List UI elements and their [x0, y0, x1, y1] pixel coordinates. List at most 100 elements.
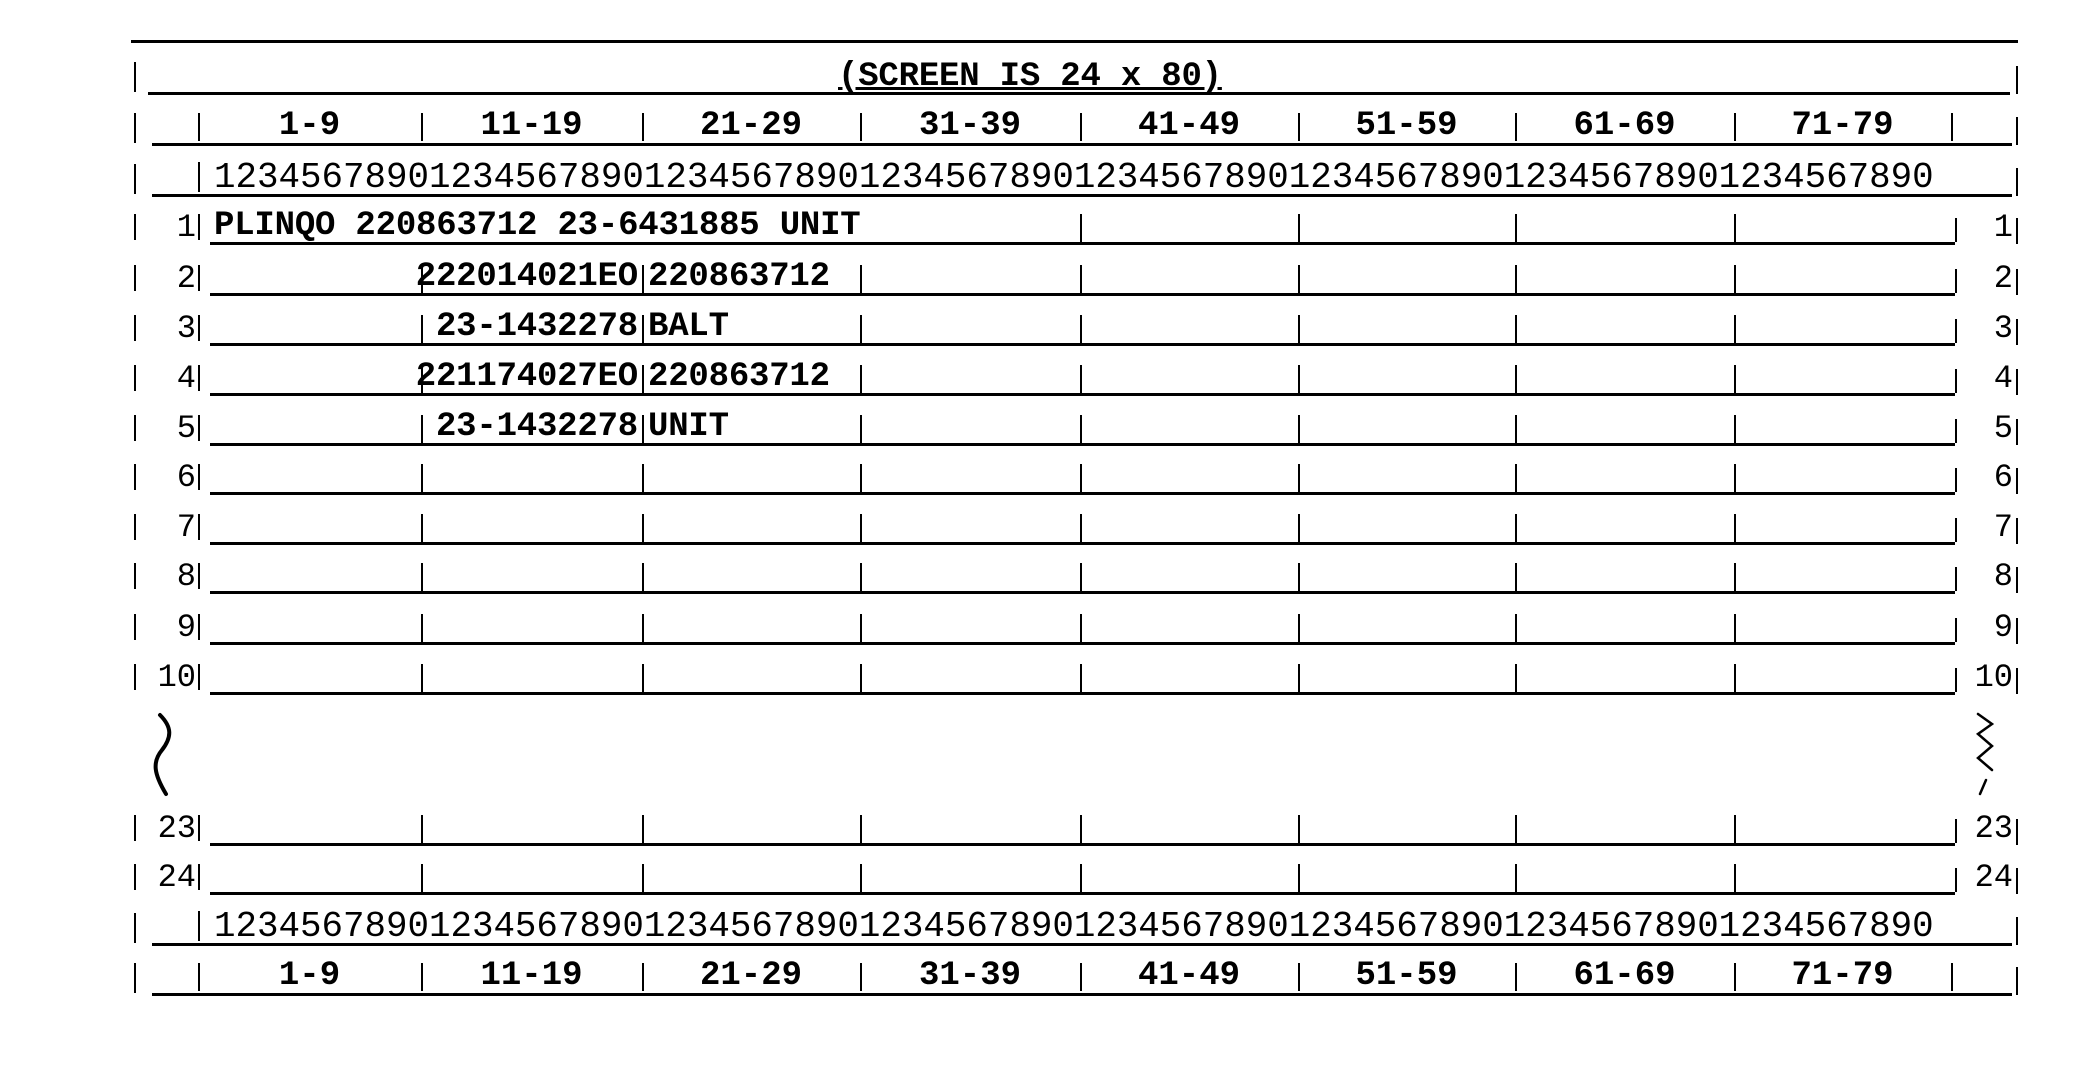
row-left-separator: [198, 265, 200, 291]
top-column-range-header-label-21-29: 21-29: [699, 107, 803, 145]
bottom-column-range-header-label-71-79: 71-79: [1791, 957, 1894, 995]
row-column-separator: [642, 415, 644, 443]
row-2-field: 222014021EO: [415, 258, 638, 296]
row-6-underline: [210, 492, 1955, 495]
top-column-range-header-label-41-49: 41-49: [1137, 107, 1241, 145]
row-column-separator: [1080, 365, 1082, 393]
row-column-separator: [1515, 214, 1517, 242]
row-column-separator: [642, 265, 644, 293]
row-number-left: 6: [176, 459, 196, 496]
row-column-separator: [1298, 815, 1300, 843]
row-column-separator: [642, 464, 644, 492]
row-left-border: [134, 514, 136, 540]
bottom-column-ruler-underline: [152, 943, 2012, 946]
bottom-column-range-header-label-51-59: 51-59: [1355, 957, 1458, 995]
row-column-separator: [421, 365, 423, 393]
top-column-range-header-label-11-19: 11-19: [480, 107, 583, 145]
bottom-column-ruler: 1234567890123456789012345678901234567890…: [214, 906, 1934, 947]
top-column-range-header-right-border: [2016, 117, 2018, 145]
row-column-separator: [1734, 614, 1736, 642]
top-column-range-header-label-71-79: 71-79: [1791, 107, 1894, 145]
row-left-border: [134, 415, 136, 441]
bottom-column-range-header-underline: [152, 993, 2012, 996]
row-column-separator: [1298, 864, 1300, 892]
row-column-separator: [860, 614, 862, 642]
row-column-separator: [1734, 864, 1736, 892]
row-number-right: 1: [1993, 209, 2013, 246]
row-right-separator: [1955, 668, 1957, 692]
row-column-separator: [1080, 563, 1082, 591]
row-column-separator: [1298, 315, 1300, 343]
row-column-separator: [860, 815, 862, 843]
row-column-separator: [421, 265, 423, 293]
row-right-separator: [1955, 868, 1957, 892]
row-left-separator: [198, 563, 200, 589]
row-left-border: [134, 365, 136, 391]
row-right-border: [2016, 468, 2018, 494]
row-number-right: 23: [1974, 810, 2013, 847]
row-8-underline: [210, 591, 1955, 594]
row-2-field: 220863712: [648, 258, 830, 296]
top-column-range-header-separator: [860, 113, 862, 141]
row-number-left: 1: [176, 209, 196, 246]
row-right-separator: [1955, 819, 1957, 843]
bottom-column-range-header-separator: [421, 963, 423, 991]
row-right-separator: [1955, 269, 1957, 293]
row-right-border: [2016, 819, 2018, 845]
row-column-separator: [1298, 664, 1300, 692]
top-column-range-header-separator: [421, 113, 423, 141]
row-column-separator: [1298, 514, 1300, 542]
row-right-separator: [1955, 218, 1957, 242]
row-column-separator: [1080, 315, 1082, 343]
row-column-separator: [1298, 614, 1300, 642]
row-column-separator: [642, 563, 644, 591]
title-underline: [148, 92, 2010, 95]
row-column-separator: [1734, 664, 1736, 692]
row-number-left: 24: [157, 859, 196, 896]
row-right-separator: [1955, 618, 1957, 642]
bottom-column-range-header-label-11-19: 11-19: [480, 957, 583, 995]
row-number-right: 10: [1974, 659, 2013, 696]
row-left-separator: [198, 315, 200, 341]
row-number-right: 5: [1993, 410, 2013, 447]
row-column-separator: [1080, 614, 1082, 642]
row-column-separator: [1515, 265, 1517, 293]
top-column-range-header-separator: [1951, 113, 1953, 141]
row-number-right: 9: [1993, 609, 2013, 646]
row-column-separator: [1298, 563, 1300, 591]
row-left-border: [134, 664, 136, 690]
right-break-wiggle-icon: [1970, 710, 2000, 805]
row-column-separator: [860, 514, 862, 542]
top-column-ruler-right-border: [2016, 168, 2018, 196]
row-24-underline: [210, 892, 1955, 895]
top-column-range-header-label-31-39: 31-39: [918, 107, 1022, 145]
row-left-separator: [198, 514, 200, 540]
row-3-field: 23-1432278: [435, 308, 638, 346]
row-column-separator: [421, 614, 423, 642]
row-number-left: 7: [176, 509, 196, 546]
bottom-column-range-header-separator: [1951, 963, 1953, 991]
top-column-range-header-separator: [1298, 113, 1300, 141]
row-1-field: PLINQO 220863712 23-6431885 UNIT: [214, 207, 861, 245]
row-left-separator: [198, 614, 200, 640]
row-2-underline: [210, 293, 1955, 296]
row-right-border: [2016, 518, 2018, 544]
row-5-field: UNIT: [648, 408, 729, 446]
row-right-separator: [1955, 419, 1957, 443]
row-number-left: 3: [176, 310, 196, 347]
bottom-column-range-header-separator: [642, 963, 644, 991]
row-1-text-underline: [210, 242, 910, 245]
row-column-separator: [421, 664, 423, 692]
top-column-range-header-separator: [198, 113, 200, 141]
row-column-separator: [421, 415, 423, 443]
row-left-separator: [198, 415, 200, 441]
row-column-separator: [1515, 614, 1517, 642]
row-7-underline: [210, 542, 1955, 545]
row-column-separator: [860, 365, 862, 393]
bottom-column-range-header-label-21-29: 21-29: [699, 957, 803, 995]
row-10-underline: [210, 692, 1955, 695]
bottom-column-ruler-separator: [198, 911, 200, 941]
bottom-column-range-header-separator: [1515, 963, 1517, 991]
row-number-left: 10: [157, 659, 196, 696]
left-break-wiggle-icon: [150, 712, 180, 802]
